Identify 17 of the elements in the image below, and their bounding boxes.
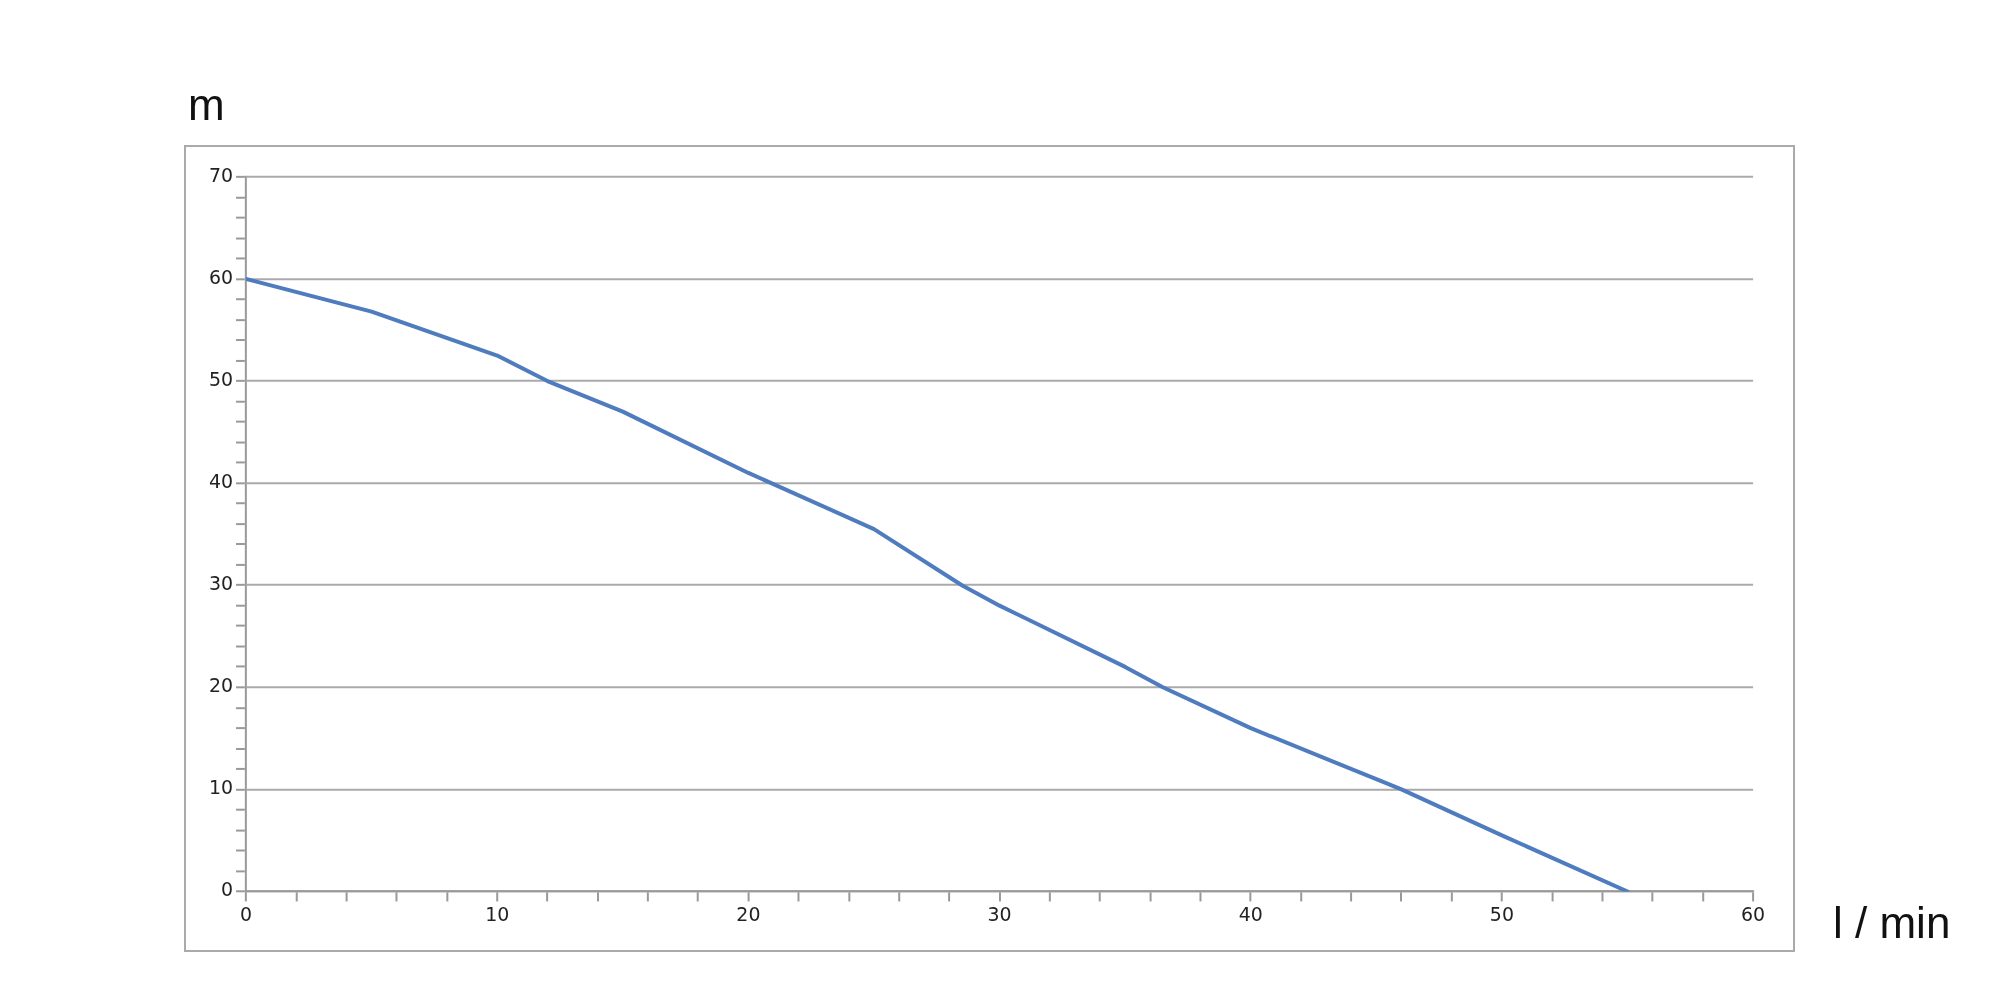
y-axis-title: m bbox=[188, 80, 225, 130]
y-tick-label: 0 bbox=[221, 878, 234, 901]
y-tick-label: 40 bbox=[208, 470, 234, 493]
x-tick-label: 10 bbox=[485, 902, 510, 925]
y-tick-label: 50 bbox=[208, 367, 234, 390]
x-tick-label: 20 bbox=[736, 902, 761, 925]
y-tick-label: 30 bbox=[208, 572, 234, 595]
y-tick-label: 20 bbox=[208, 674, 234, 697]
x-tick-label: 60 bbox=[1741, 902, 1766, 925]
y-tick-label: 70 bbox=[208, 163, 234, 186]
x-tick-label: 30 bbox=[987, 902, 1012, 925]
y-tick-label: 10 bbox=[208, 776, 234, 799]
x-tick-label: 50 bbox=[1489, 902, 1514, 925]
x-tick-label: 0 bbox=[240, 902, 253, 925]
y-tick-label: 60 bbox=[208, 265, 234, 288]
x-axis-title: l / min bbox=[1833, 898, 1951, 948]
x-tick-label: 40 bbox=[1238, 902, 1263, 925]
